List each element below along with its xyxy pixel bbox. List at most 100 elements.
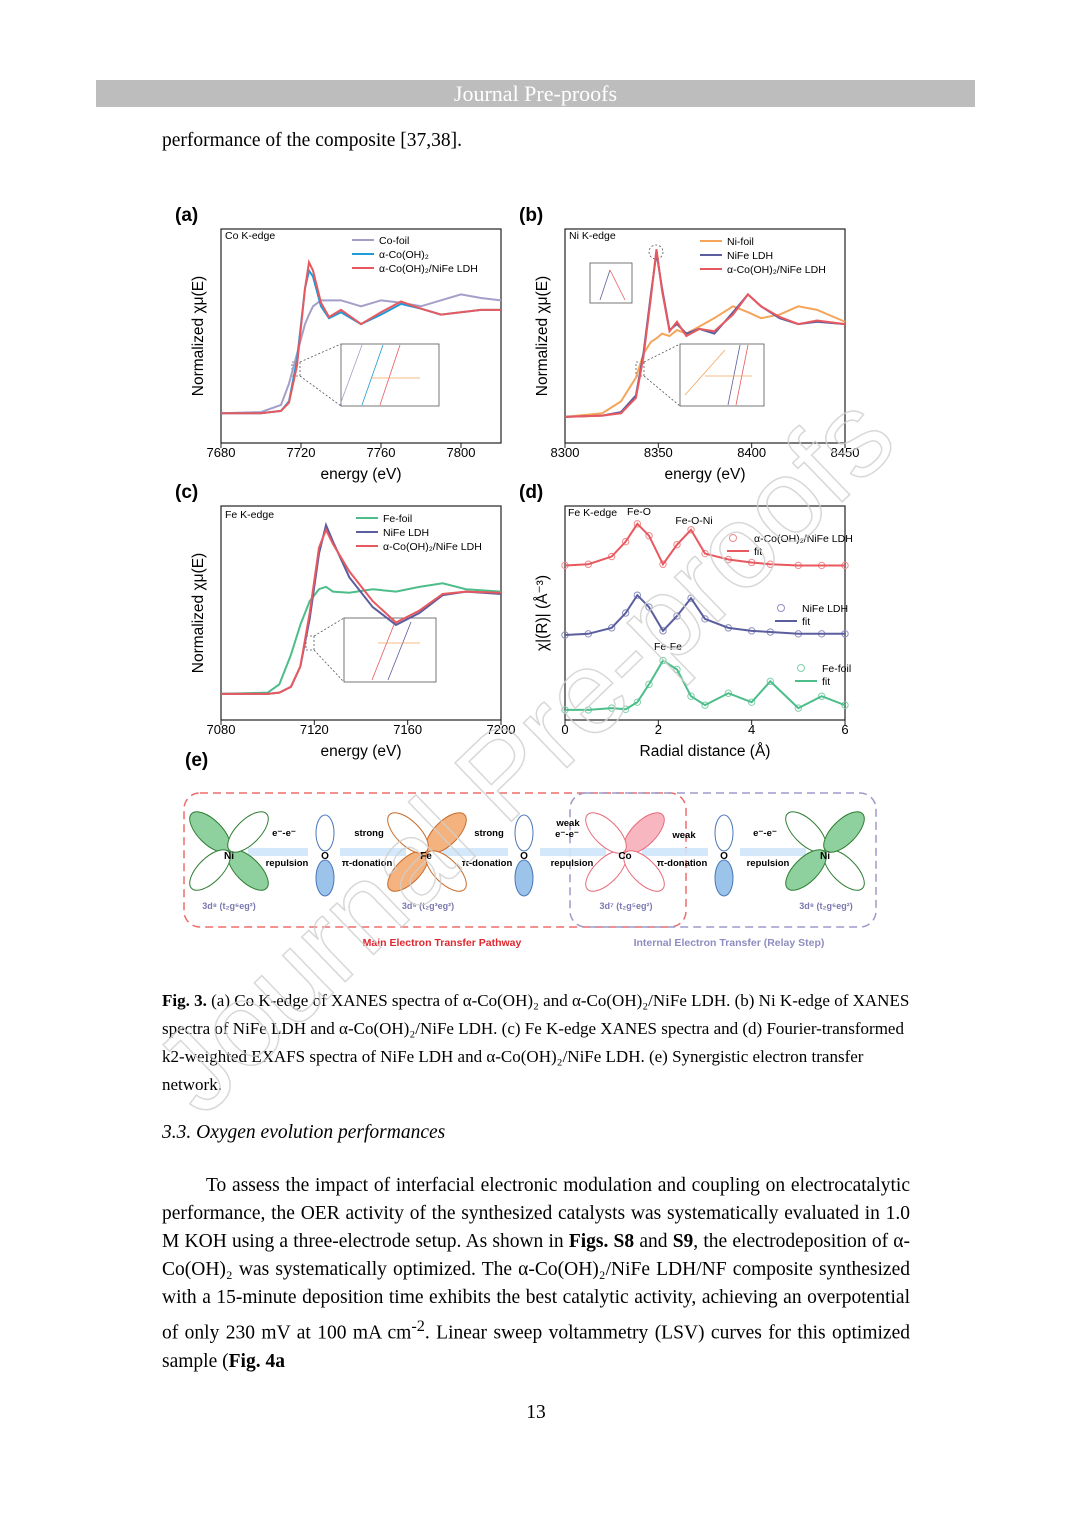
figure: (e) (175, 205, 877, 949)
plot-frame (564, 505, 846, 721)
legend-label: NiFe LDH (383, 527, 429, 539)
config-label: 3d⁵ (t₂g³eg²) (402, 901, 454, 911)
x-tick-label: 8400 (737, 445, 766, 460)
legend-label: Fe-foil (822, 663, 851, 675)
data-point (687, 526, 695, 534)
interaction-label: repulsion (747, 858, 790, 869)
x-tick-label: 7760 (367, 445, 396, 460)
data-point (794, 704, 803, 712)
legend-label: Co-foil (379, 235, 409, 247)
legend-label: α-Co(OH)₂ (379, 249, 429, 261)
series-line (220, 582, 502, 695)
data-point (673, 612, 681, 620)
x-tick-label: 7680 (207, 445, 236, 460)
legend-marker (777, 604, 785, 612)
text-run: To assess the impact of interfacial elec… (162, 1175, 910, 1252)
annotation: Fe K-edge (225, 509, 274, 521)
text-run: -2 (411, 1317, 425, 1335)
data-point (701, 701, 709, 709)
x-tick-label: 7800 (447, 445, 476, 460)
interaction-label: e⁻-e⁻ (272, 828, 296, 839)
pathway-label: Main Electron Transfer Pathway (363, 937, 522, 949)
annotation: Fe-O (627, 506, 651, 518)
data-point (687, 594, 695, 602)
x-tick-label: 0 (561, 722, 568, 737)
x-tick-label: 2 (655, 722, 662, 737)
plot-frame (220, 505, 502, 721)
legend-label: α-Co(OH)₂/NiFe LDH (379, 263, 478, 275)
caption-text: (a) Co K-edge of XANES spectra of α-Co(O… (162, 991, 910, 1094)
text-run: Figs. S8 (568, 1231, 635, 1252)
series-line (564, 522, 845, 567)
data-point (724, 689, 733, 697)
series-line (220, 293, 502, 415)
figure-caption: Fig. 3. (a) Co K-edge of XANES spectra o… (162, 987, 910, 1099)
x-axis-label: energy (eV) (321, 466, 402, 483)
annotation: Fe-Fe (654, 641, 682, 653)
data-point (633, 520, 642, 528)
x-tick-label: 7720 (287, 445, 316, 460)
y-axis-label: χ|(R)| (Å⁻³) (534, 575, 551, 651)
atom-label: Co (618, 851, 631, 862)
config-label: 3d⁸ (t₂g⁶eg²) (799, 901, 852, 911)
legend-label: Ni-foil (727, 236, 754, 248)
diagram: (e) (183, 750, 877, 949)
series-line (565, 659, 846, 711)
atom-label: Ni (224, 851, 234, 862)
text-line: performance of the composite [37,38]. (162, 130, 462, 151)
section-heading: 3.3. Oxygen evolution performances (162, 1122, 446, 1143)
panel-label: (d) (519, 482, 543, 503)
legend-label: Fe-foil (383, 513, 412, 525)
chart: (b) 8300 8350 8400 8450 energy (eV) Normalized… (519, 205, 859, 483)
annotation: Co K-edge (225, 230, 275, 242)
x-axis-label: energy (eV) (321, 743, 402, 760)
atom-label: O (520, 851, 528, 862)
x-tick-label: 6 (841, 722, 848, 737)
text-run: , the electrodeposition of α-Co(OH)₂ was… (162, 1231, 910, 1344)
data-point (645, 532, 653, 540)
page-number: 13 (526, 1402, 546, 1423)
x-axis-label: Radial distance (Å) (640, 743, 771, 760)
atom-label: Fe (420, 851, 432, 862)
chart: (a) 7680 7720 7760 7800 energy (eV) Normalized… (175, 205, 502, 483)
data-point (673, 540, 681, 549)
legend-label: NiFe LDH (802, 603, 848, 615)
data-point (687, 692, 695, 700)
data-point (621, 537, 630, 546)
config-label: 3d⁷ (t₂g⁵eg²) (600, 901, 653, 911)
series-line (221, 527, 502, 695)
interaction-label: strong (354, 828, 384, 839)
legend-marker (797, 664, 805, 672)
interaction-label: repulsion (266, 858, 309, 869)
data-point (621, 609, 630, 617)
y-axis-label: Normalized χμ(E) (190, 276, 207, 396)
data-point (659, 560, 667, 568)
legend-label: fit (802, 616, 810, 628)
inset (291, 244, 765, 683)
data-point (645, 603, 653, 611)
x-tick-label: 4 (748, 722, 755, 737)
atom-label: Ni (820, 851, 830, 862)
chart: (d) 0 2 4 6 Radial distance (Å) χ|(R)| (Å⁻³) Fe… (519, 482, 853, 760)
atom-label: O (321, 851, 329, 862)
data-point (747, 698, 756, 706)
paragraph: To assess the impact of interfacial elec… (162, 1172, 910, 1376)
x-tick-label: 7200 (487, 722, 516, 737)
plot-frame (220, 228, 502, 444)
data-point (607, 552, 616, 561)
legend-label: NiFe LDH (727, 250, 773, 262)
data-point (659, 656, 667, 665)
interaction-label: weak (671, 830, 696, 841)
annotation: Fe K-edge (568, 507, 617, 519)
data-point (817, 692, 826, 700)
annotation: Fe-O-Ni (675, 515, 712, 527)
interaction-label: repulsion (551, 858, 594, 869)
text-run: S9 (672, 1231, 694, 1252)
panel-label: (e) (185, 750, 208, 771)
x-tick-label: 8300 (551, 445, 580, 460)
series-line (564, 249, 846, 418)
legend-label: α-Co(OH)₂/NiFe LDH (727, 264, 826, 276)
x-tick-label: 7080 (207, 722, 236, 737)
interaction-label: e⁻-e⁻ (753, 828, 777, 839)
